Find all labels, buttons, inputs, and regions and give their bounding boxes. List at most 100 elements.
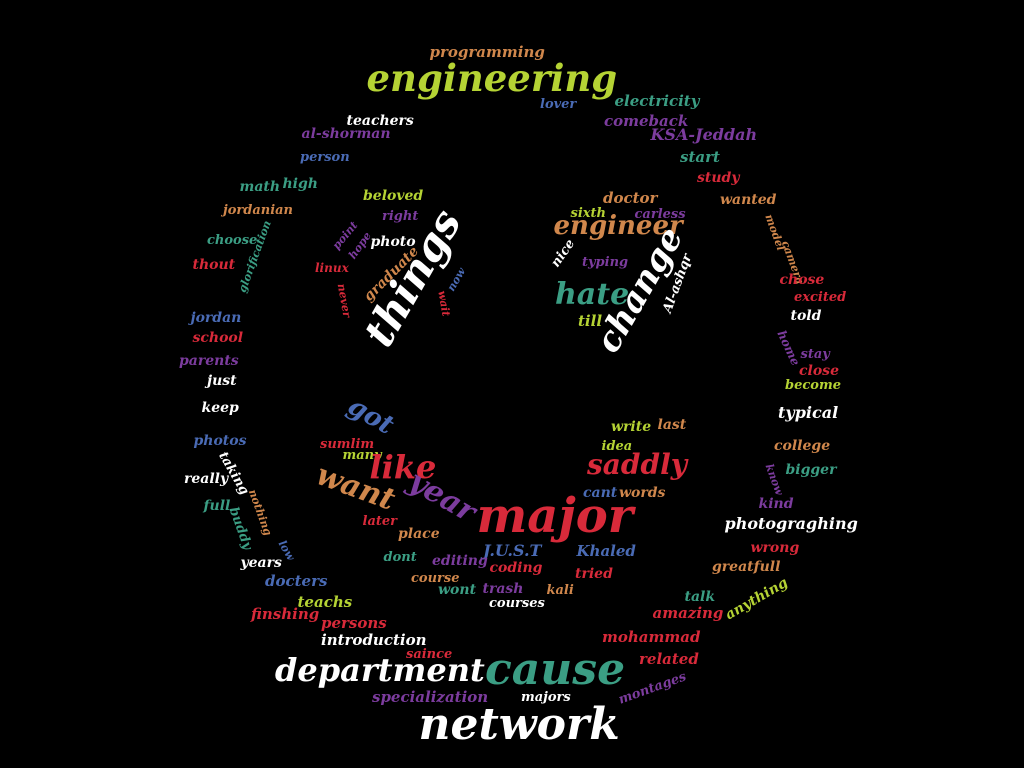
- cloud-word: year: [402, 463, 482, 530]
- cloud-word: choose: [207, 232, 258, 248]
- cloud-word: nothing: [245, 487, 275, 537]
- cloud-word: thout: [192, 257, 236, 273]
- cloud-word: know: [762, 461, 786, 497]
- cloud-word: bigger: [785, 462, 837, 478]
- cloud-word: stay: [800, 346, 830, 362]
- cloud-word: person: [300, 149, 350, 165]
- cloud-word: photograghing: [724, 514, 858, 533]
- cloud-word: network: [418, 699, 620, 750]
- cloud-word: finshing: [251, 604, 320, 623]
- cloud-word: trash: [482, 581, 524, 597]
- cloud-word: doctor: [603, 188, 658, 207]
- cloud-word: till: [578, 311, 603, 330]
- cloud-word: home: [773, 328, 803, 368]
- cloud-word: typical: [778, 403, 839, 422]
- cloud-word: tried: [575, 566, 613, 582]
- cloud-word: talk: [684, 589, 716, 605]
- cloud-word: buddy: [225, 504, 255, 552]
- cloud-word: photos: [193, 433, 247, 449]
- cloud-word: words: [619, 485, 666, 501]
- cloud-word: carless: [634, 206, 686, 222]
- cloud-word: years: [240, 555, 282, 571]
- cloud-word: wait: [435, 289, 453, 317]
- cloud-word: nice: [547, 236, 578, 270]
- cloud-word: college: [774, 438, 831, 454]
- cloud-word: keep: [201, 400, 239, 416]
- cloud-word: wont: [438, 582, 477, 598]
- cloud-word: dont: [383, 549, 417, 565]
- cloud-word: docters: [265, 571, 328, 590]
- cloud-word: anything: [722, 574, 791, 624]
- cloud-word: jordanian: [223, 202, 294, 218]
- cloud-word: lover: [540, 96, 577, 112]
- cloud-word: introduction: [321, 630, 427, 649]
- cloud-word: wrong: [750, 540, 800, 556]
- cloud-word: programming: [429, 42, 545, 61]
- cloud-word: told: [790, 308, 822, 324]
- cloud-word: like: [369, 448, 437, 486]
- cloud-word: editing: [432, 553, 488, 569]
- cloud-word: related: [639, 649, 699, 668]
- cloud-word: beloved: [363, 188, 424, 204]
- cloud-word: KSA-Jeddah: [650, 125, 758, 144]
- cloud-word: montages: [616, 668, 688, 708]
- cloud-word: study: [697, 170, 740, 186]
- cloud-word: glorification: [235, 218, 274, 294]
- cloud-word: comeback: [604, 111, 689, 130]
- cloud-word: many: [342, 447, 382, 463]
- cloud-word: persons: [321, 613, 387, 632]
- cloud-word: majors: [521, 689, 571, 705]
- cloud-word: start: [680, 147, 720, 166]
- cloud-word: al-shorman: [301, 126, 391, 142]
- cloud-word: excited: [794, 289, 847, 305]
- cloud-word: amazing: [652, 603, 724, 622]
- cloud-word: photo: [370, 234, 416, 250]
- cloud-word: typing: [582, 254, 629, 270]
- cloud-word: sixth: [570, 205, 606, 221]
- cloud-word: become: [785, 377, 841, 393]
- cloud-word: sumlim: [320, 436, 375, 452]
- cloud-word: never: [334, 282, 354, 318]
- cloud-word: jordan: [190, 310, 242, 326]
- cloud-word: course: [411, 570, 460, 586]
- cloud-word: greatfull: [712, 559, 781, 575]
- cloud-word: now: [444, 265, 468, 293]
- cloud-word: wanted: [720, 192, 777, 208]
- cloud-word: saince: [406, 646, 453, 662]
- cloud-word: linux: [315, 261, 349, 275]
- cloud-word: parents: [179, 353, 239, 369]
- cloud-word: write: [611, 419, 652, 435]
- cloud-word: teachs: [297, 592, 353, 611]
- cloud-word: hate: [555, 277, 630, 312]
- cloud-word: kind: [758, 496, 794, 512]
- cloud-word: department: [275, 651, 485, 689]
- cloud-word: engineering: [366, 55, 618, 100]
- cloud-word: cant: [583, 485, 618, 501]
- cloud-word: just: [207, 373, 237, 389]
- cloud-word: last: [657, 417, 687, 433]
- cloud-word: school: [192, 330, 244, 346]
- cloud-word: place: [398, 526, 440, 542]
- cloud-word: really: [184, 471, 229, 487]
- cloud-word: teachers: [346, 113, 414, 129]
- cloud-word: idea: [601, 438, 633, 454]
- cloud-word: math: [239, 179, 281, 195]
- cloud-word: right: [382, 208, 419, 224]
- cloud-word: specialization: [372, 687, 489, 706]
- cloud-word: high: [282, 176, 318, 192]
- cloud-word: electricity: [614, 91, 700, 110]
- cloud-word: chose: [779, 272, 825, 288]
- cloud-word: mohammad: [602, 627, 701, 646]
- cloud-word: J.U.S.T: [483, 541, 542, 560]
- cloud-word: courses: [489, 595, 545, 611]
- cloud-word: engineer: [553, 211, 683, 241]
- cloud-word: major: [476, 488, 634, 544]
- cloud-word: full: [203, 498, 231, 514]
- cloud-word: Khaled: [576, 541, 636, 560]
- cloud-word: later: [362, 513, 398, 529]
- cloud-word: coding: [489, 560, 543, 576]
- cloud-word: cause: [485, 644, 626, 695]
- cloud-word: saddly: [587, 448, 687, 481]
- cloud-word: got: [342, 391, 399, 441]
